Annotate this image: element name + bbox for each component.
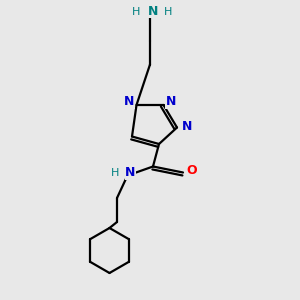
Text: N: N bbox=[148, 4, 158, 18]
Text: N: N bbox=[182, 119, 193, 133]
Text: N: N bbox=[125, 166, 136, 179]
Text: H: H bbox=[111, 167, 120, 178]
Text: N: N bbox=[124, 95, 134, 108]
Text: O: O bbox=[187, 164, 197, 178]
Text: H: H bbox=[164, 7, 172, 17]
Text: N: N bbox=[166, 95, 176, 108]
Text: H: H bbox=[132, 7, 141, 17]
